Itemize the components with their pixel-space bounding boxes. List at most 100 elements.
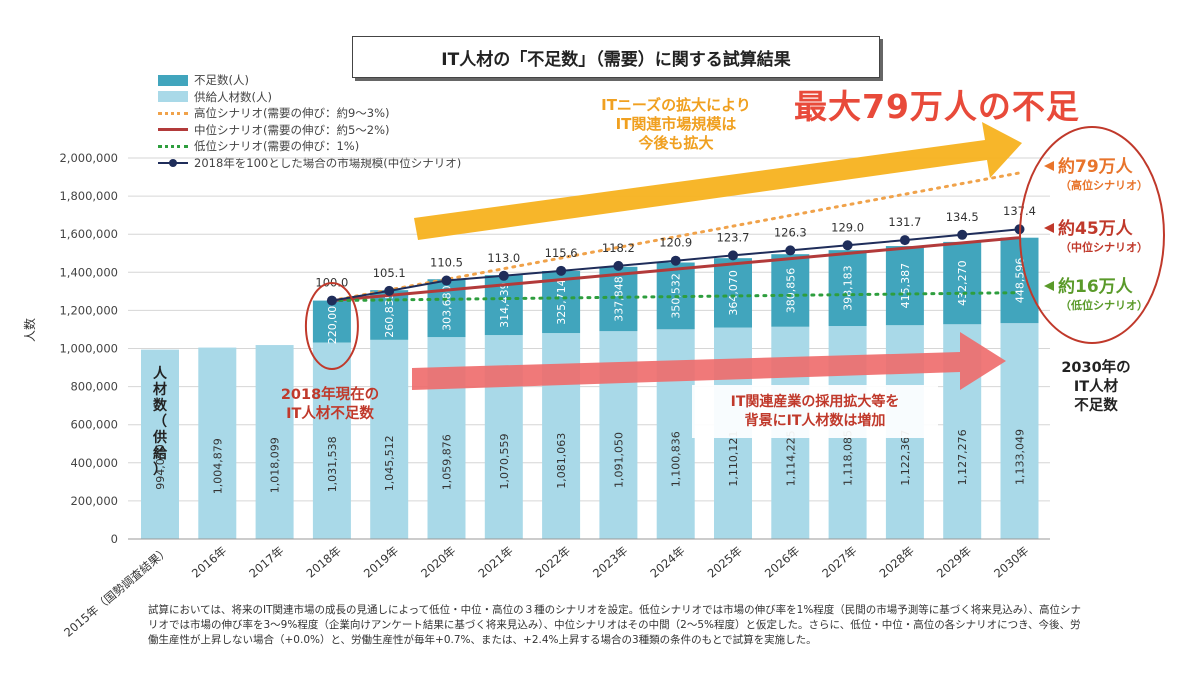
- low-scenario-result: 約16万人: [1058, 276, 1134, 297]
- shortage-value-label: 260,835: [383, 292, 396, 338]
- x-tick-label: 2025年: [705, 544, 745, 581]
- y-tick-label: 600,000: [70, 418, 118, 432]
- supply-value-label: 1,110,121: [727, 431, 740, 487]
- shortage-bar: [943, 241, 982, 325]
- supply-value-label: 1,114,225: [784, 430, 797, 486]
- y-axis: 0 200,000 400,000 600,000 800,000 1,000,000 1,…: [22, 151, 118, 546]
- supply-value-label: 1,118,085: [842, 430, 855, 486]
- chart-legend: 不足数(人) 供給人材数(人) 高位シナリオ(需要の伸び：約9～3%) 中位シナリオ(…: [158, 72, 461, 171]
- y-axis-label: 人数: [22, 318, 37, 342]
- y-tick-label: 400,000: [70, 456, 118, 470]
- high-scenario-result: 約79万人: [1058, 156, 1134, 177]
- market-growth-arrow: [414, 122, 1022, 240]
- market-index-point: [326, 295, 337, 306]
- y-tick-label: 0: [111, 532, 118, 546]
- shortage-value-label: 325,714: [555, 279, 568, 325]
- market-index-point: [556, 265, 567, 276]
- supply-value-label: 1,031,538: [326, 436, 339, 492]
- supply-bar: [141, 349, 179, 539]
- legend-item: 供給人材数(人): [158, 89, 461, 106]
- legend-label: 高位シナリオ(需要の伸び：約9～3%): [194, 106, 390, 121]
- shortage-bar: [1000, 237, 1039, 324]
- y-tick-label: 1,200,000: [59, 303, 118, 317]
- shortage-2030-text: IT人材: [1074, 377, 1119, 395]
- x-tick-label: 2021年: [475, 544, 515, 581]
- high-scenario-label: （高位シナリオ）: [1060, 178, 1148, 192]
- y-tick-label: 2,000,000: [59, 151, 118, 165]
- market-index-point: [670, 255, 681, 266]
- mid-scenario-line: [331, 236, 1020, 303]
- legend-symbol-icon: [158, 111, 188, 115]
- shortage-value-label: 303,680: [441, 285, 454, 331]
- y-tick-label: 200,000: [70, 494, 118, 508]
- x-tick-label: 2024年: [647, 544, 687, 581]
- x-tick-label: 2019年: [361, 544, 401, 581]
- y-tick-label: 1,800,000: [59, 189, 118, 203]
- market-expansion-text: ITニーズの拡大により: [601, 96, 751, 114]
- supply-increase-box: [692, 385, 938, 438]
- legend-label: 2018年を100とした場合の市場規模(中位シナリオ): [194, 155, 462, 170]
- shortage-value-label: 380,856: [784, 268, 797, 314]
- x-tick-label: 2029年: [934, 544, 974, 581]
- supply-value-label: 1,045,512: [383, 435, 396, 491]
- legend-item: 中位シナリオ(需要の伸び：約5～2%): [158, 122, 461, 139]
- supply-increase-text: 背景にIT人材数は増加: [745, 412, 886, 429]
- shortage-2030-text: 不足数: [1074, 396, 1118, 414]
- shortage-value-label: 314,439: [498, 282, 511, 328]
- supply-vertical-char: ）: [153, 462, 167, 478]
- x-tick-label: 2018年: [304, 544, 344, 581]
- market-index-point: [785, 245, 796, 256]
- high-scenario-pointer-icon: [1044, 161, 1054, 171]
- shortage-value-label: 415,387: [899, 263, 912, 309]
- market-index-label: 123.7: [717, 230, 750, 244]
- market-index-label: 137.4: [1003, 204, 1036, 218]
- y-tick-label: 1,600,000: [59, 227, 118, 241]
- shortage-bar: [885, 246, 924, 326]
- footnote: 試算においては、将来のIT関連市場の成長の見通しによって低位・中位・高位の３種の…: [148, 604, 1082, 646]
- market-index-label: 113.0: [487, 251, 520, 265]
- market-index-point: [842, 240, 853, 251]
- supply-vertical-char: 供: [152, 429, 167, 446]
- shortage-value-label: 432,270: [956, 260, 969, 306]
- current-shortage-highlight: [304, 282, 359, 370]
- supply-increase-text: IT関連産業の採用拡大等を: [731, 393, 900, 410]
- supply-bar: [255, 345, 294, 539]
- supply-value-label: 1,070,559: [498, 434, 511, 490]
- legend-symbol-icon: [158, 144, 188, 148]
- legend-symbol-icon: [158, 91, 188, 103]
- current-shortage-text: 2018年現在の: [281, 385, 379, 403]
- shortage-value-label: 220,000: [326, 299, 339, 345]
- mid-scenario-label: （中位シナリオ）: [1060, 240, 1148, 254]
- supply-bar: [370, 339, 409, 539]
- market-index-label: 134.5: [946, 210, 979, 224]
- high-scenario-line: [330, 171, 1021, 303]
- supply-value-label: 1,059,876: [441, 434, 454, 490]
- legend-item: 2018年を100とした場合の市場規模(中位シナリオ): [158, 155, 461, 172]
- supply-vertical-char: 材: [153, 381, 167, 398]
- annotation-arrows: [412, 122, 1022, 390]
- market-index-point: [441, 275, 452, 286]
- supply-value-label: 1,122,367: [899, 430, 912, 486]
- supply-vertical-char: （: [153, 414, 167, 430]
- shortage-bar: [714, 258, 752, 328]
- legend-symbol-icon: [158, 128, 188, 132]
- shortage-value-label: 398,183: [842, 265, 855, 311]
- legend-label: 不足数(人): [194, 73, 249, 88]
- market-expansion-text: 今後も拡大: [637, 134, 713, 152]
- supply-value-label: 1,091,050: [612, 432, 625, 488]
- market-index-label: 115.6: [545, 246, 578, 260]
- market-index-point: [498, 270, 509, 281]
- shortage-bar: [370, 290, 409, 340]
- shortage-2030-highlight: [1019, 126, 1165, 344]
- legend-label: 供給人材数(人): [194, 89, 272, 104]
- mid-scenario-result: 約45万人: [1058, 218, 1134, 239]
- shortage-bar: [771, 254, 810, 327]
- market-index-label: 126.3: [774, 225, 807, 239]
- market-index-label: 131.7: [888, 215, 921, 229]
- supply-value-label: 1,081,063: [555, 433, 568, 489]
- supply-value-label: 994,070: [154, 444, 167, 490]
- y-tick-label: 1,000,000: [59, 342, 118, 356]
- market-index-label: 129.0: [831, 220, 864, 234]
- supply-value-label: 1,100,836: [670, 431, 683, 487]
- low-scenario-label: （低位シナリオ）: [1060, 298, 1148, 312]
